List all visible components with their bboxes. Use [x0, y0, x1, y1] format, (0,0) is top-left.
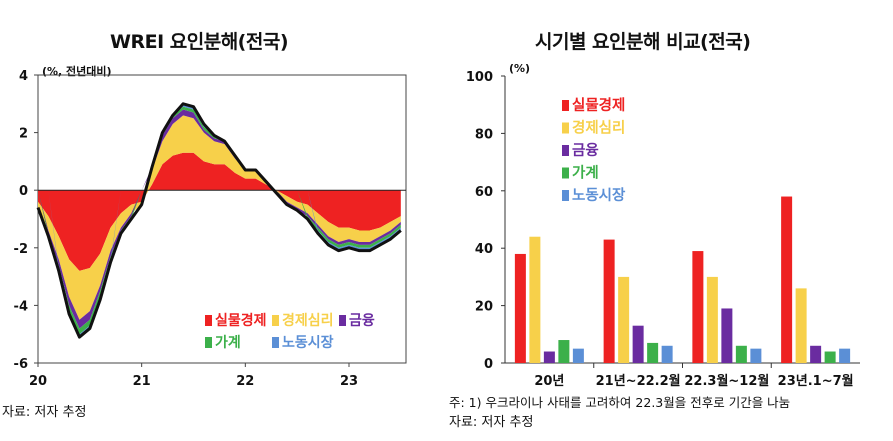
category-label: 21년~22.2월 — [596, 373, 681, 389]
bar — [572, 348, 584, 363]
left-plot-frame — [37, 74, 407, 364]
legend-label: 실물경제 — [572, 96, 625, 114]
right-chart-unit: (%) — [509, 62, 531, 75]
y-tick-label: 2 — [19, 127, 28, 142]
x-tick-label: 23 — [340, 374, 358, 389]
legend-label: 실물경제 — [215, 312, 267, 329]
legend-swatch — [562, 145, 569, 156]
right-footnote: 주: 1) 우크라이나 사태를 고려하여 22.3월을 전후로 기간을 나눔 — [449, 395, 791, 410]
bar — [529, 236, 541, 363]
right-source-note: 자료: 저자 추정 — [449, 415, 534, 430]
y-tick-label: -2 — [14, 242, 28, 257]
legend-label: 가계 — [572, 165, 599, 182]
legend-swatch — [562, 167, 569, 179]
category-label: 22.3월~12월 — [684, 373, 769, 389]
legend-label: 가계 — [215, 335, 241, 351]
bar — [839, 348, 851, 363]
y-tick-label: -4 — [14, 299, 28, 314]
bar — [781, 196, 793, 363]
bar — [810, 345, 822, 363]
legend-swatch — [562, 100, 569, 111]
bar — [543, 351, 555, 363]
y-tick-label: -6 — [14, 357, 28, 372]
bar — [514, 253, 526, 363]
right-grouped-bar-chart: 100 80 60 40 20 0 20년 21년~22.2월 22.3월~12월 23년.1~7… — [466, 70, 860, 389]
bar — [647, 342, 659, 363]
area-band-2 — [38, 115, 401, 320]
bar — [632, 325, 644, 363]
legend-label: 경제심리 — [572, 119, 625, 137]
y-tick-label: 100 — [466, 70, 493, 85]
x-tick-label: 20 — [29, 374, 47, 389]
y-tick-label: 60 — [475, 185, 493, 200]
y-tick-label: 0 — [484, 357, 493, 372]
y-tick-label: 20 — [475, 300, 493, 315]
legend-label: 노동시장 — [572, 186, 626, 204]
legend-label: 금융 — [572, 142, 599, 159]
bar — [692, 251, 704, 363]
x-tick-label: 21 — [133, 374, 151, 389]
bar — [735, 345, 747, 363]
wrei-index-line — [36, 102, 402, 339]
legend-swatch — [562, 190, 569, 201]
legend-label: 노동시장 — [282, 334, 334, 351]
bar — [721, 308, 733, 363]
y-tick-label: 4 — [19, 69, 28, 84]
bar — [661, 345, 673, 363]
x-tick-label: 22 — [236, 374, 254, 389]
bar — [750, 348, 762, 363]
legend-swatch — [205, 337, 212, 348]
legend-swatch — [205, 315, 212, 326]
category-label: 20년 — [534, 374, 564, 389]
bar — [618, 276, 630, 363]
left-source-note: 자료: 저자 추정 — [2, 405, 87, 420]
bar — [824, 351, 836, 363]
bar — [795, 288, 807, 363]
legend-swatch — [562, 122, 569, 134]
area-band-1 — [38, 152, 401, 271]
legend-label: 금융 — [349, 313, 375, 329]
category-label: 23년.1~7월 — [778, 373, 854, 389]
bar — [706, 276, 718, 363]
right-chart-title: 시기별 요인분해 비교(전국) — [535, 31, 751, 53]
y-tick-label: 40 — [475, 242, 493, 257]
legend-swatch — [272, 337, 279, 348]
legend-label: 경제심리 — [282, 312, 334, 329]
legend-swatch — [339, 315, 346, 326]
left-chart-title: WREI 요인분해(전국) — [110, 31, 289, 53]
y-tick-label: 0 — [19, 184, 28, 199]
bar — [558, 340, 570, 363]
y-tick-label: 80 — [475, 127, 493, 142]
bar — [603, 239, 615, 363]
legend-swatch — [272, 315, 279, 326]
